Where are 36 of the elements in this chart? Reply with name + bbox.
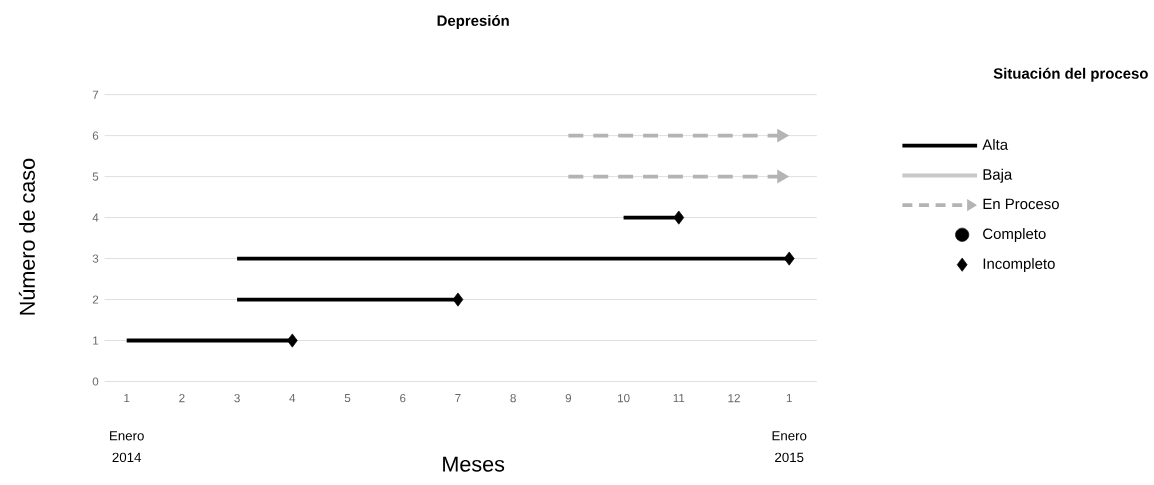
legend-label: En Proceso	[983, 198, 1059, 210]
x-axis-title: Meses	[443, 456, 505, 472]
legend-label: Completo	[983, 228, 1046, 242]
y-tick-label: 6	[92, 131, 99, 140]
point	[452, 292, 464, 307]
x-tick-label: 8	[510, 393, 516, 403]
x-tick-label: 2	[179, 393, 185, 403]
x-tick-label: 12	[728, 393, 740, 403]
legend-label: Incompleto	[983, 257, 1055, 272]
y-tick-label: 7	[92, 90, 99, 99]
point	[287, 333, 298, 348]
x-tick-label: 1	[786, 393, 792, 402]
legend-label: Alta	[982, 138, 1009, 150]
text: Enero 2015	[772, 431, 807, 463]
y-tick-label: 3	[92, 254, 99, 263]
legend-label: Baja	[983, 168, 1013, 183]
y-tick-label: 2	[92, 295, 99, 304]
y-tick-label: 1	[93, 336, 99, 345]
y-tick-label: 0	[92, 377, 99, 386]
x-tick-label: 7	[455, 393, 461, 402]
x-tick-label: 5	[344, 393, 351, 403]
point	[673, 210, 685, 225]
x-tick-label: 1	[124, 393, 130, 402]
y-tick-label: 5	[92, 172, 99, 181]
x-tick-label: 6	[400, 393, 406, 403]
y-tick-label: 4	[92, 213, 99, 222]
chart-title: Depresión	[437, 14, 509, 29]
legend-title: Situación del proceso	[993, 67, 1148, 82]
point	[783, 251, 795, 266]
y-axis-title: Número de caso	[18, 158, 35, 315]
x-tick-label: 9	[565, 393, 572, 403]
text: Enero 2014	[110, 431, 144, 463]
x-tick-label: 10	[618, 393, 630, 403]
x-tick-label: 4	[289, 393, 296, 402]
x-tick-label: 11	[673, 393, 685, 402]
x-tick-label: 3	[234, 393, 240, 403]
